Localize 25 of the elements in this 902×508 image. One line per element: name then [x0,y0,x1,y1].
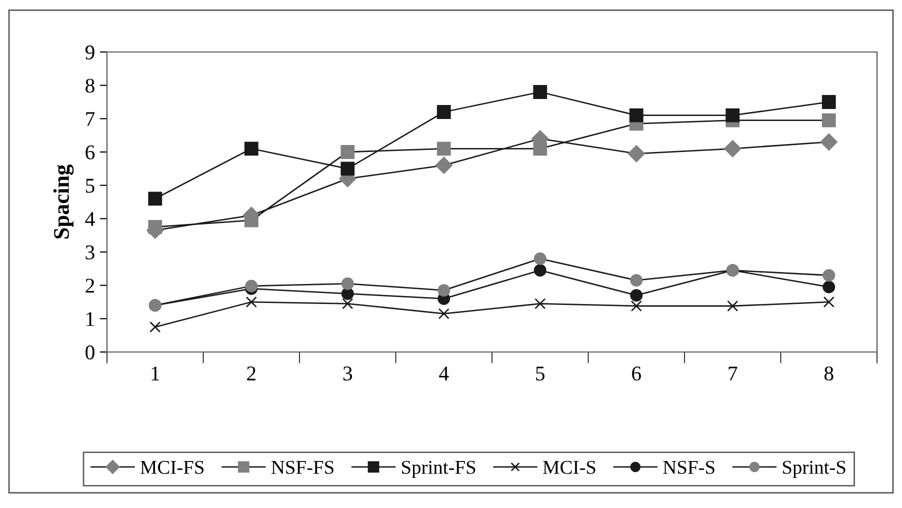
y-tick-label: 6 [86,145,95,160]
legend-label: MCI-S [543,460,596,474]
legend-label: NSF-S [663,460,714,474]
y-tick-label: 7 [86,112,95,126]
y-tick-label: 9 [85,45,94,60]
legend-label: MCI-FS [140,460,204,474]
x-tick-label: 5 [536,366,545,381]
x-tick-label: 2 [247,366,256,380]
y-tick-label: 4 [85,212,95,226]
legend-label: NSF-FS [271,460,334,474]
x-tick-label: 7 [728,366,738,380]
y-tick-label: 0 [86,345,94,360]
legend-label: Sprint-S [782,460,846,478]
y-tick-label: 3 [86,245,94,260]
y-tick-label: 8 [86,78,94,93]
x-tick-label: 6 [632,366,641,381]
y-tick-label: 1 [86,312,94,326]
legend-label: Sprint-FS [402,460,476,478]
x-tick-label: 1 [152,366,160,380]
x-tick-label: 8 [824,366,834,381]
y-tick-label: 5 [86,178,94,193]
x-tick-label: 3 [343,366,352,381]
y-tick-label: 2 [86,278,94,293]
x-tick-label: 4 [439,366,449,380]
y-axis-title: Spacing [53,164,74,238]
